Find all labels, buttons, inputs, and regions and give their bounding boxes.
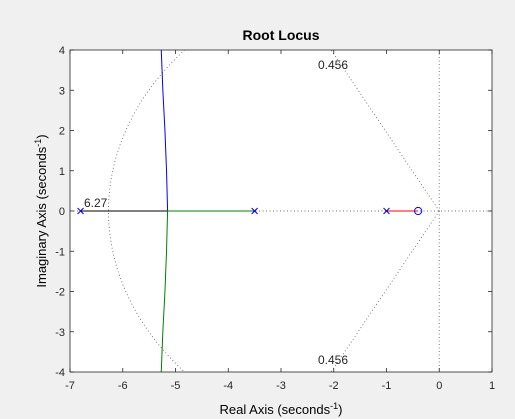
y-tick-label: -3 xyxy=(55,327,65,339)
y-axis-label: Imaginary Axis (seconds-1) xyxy=(33,134,49,287)
pole-marker-3 xyxy=(383,207,390,215)
zero-marker-1 xyxy=(414,206,423,216)
chart-title: Root Locus xyxy=(243,27,320,43)
x-axis-label: Real Axis (seconds-1) xyxy=(220,401,343,417)
axis-ticks: -7 -6 -5 -4 -3 -2 -1 0 1 -4 -3 -2 -1 0 1 2 3 4 xyxy=(55,45,495,392)
x-tick-label: -4 xyxy=(223,380,233,392)
x-tick-label: 0 xyxy=(436,380,442,392)
pole-marker-1 xyxy=(77,207,84,215)
x-tick-label: 1 xyxy=(489,380,495,392)
y-tick-label: 2 xyxy=(59,126,65,138)
y-tick-label: -4 xyxy=(55,367,65,379)
x-tick-label: -7 xyxy=(65,380,75,392)
x-tick-label: -2 xyxy=(329,380,339,392)
natural-frequency-label: 6.27 xyxy=(84,196,108,210)
y-tick-label: 4 xyxy=(59,45,65,57)
x-tick-label: -3 xyxy=(276,380,286,392)
locus-branch-3 xyxy=(160,210,255,372)
y-tick-label: 3 xyxy=(59,85,65,97)
x-tick-label: -5 xyxy=(171,380,181,392)
grid-annotations: 0.456 0.456 6.27 xyxy=(84,58,348,367)
y-tick-label: -1 xyxy=(55,246,65,258)
y-tick-label: 1 xyxy=(59,166,65,178)
pole-marker-2 xyxy=(251,207,258,215)
x-tick-label: -6 xyxy=(118,380,128,392)
locus-branch-1 xyxy=(160,50,169,212)
damping-label-upper: 0.456 xyxy=(318,58,348,72)
y-tick-label: 0 xyxy=(59,206,65,218)
locus-series-layer xyxy=(80,50,419,372)
pole-zero-markers xyxy=(77,206,423,216)
y-tick-label: -2 xyxy=(55,287,65,299)
damping-label-lower: 0.456 xyxy=(318,353,348,367)
x-tick-label: -1 xyxy=(382,380,392,392)
